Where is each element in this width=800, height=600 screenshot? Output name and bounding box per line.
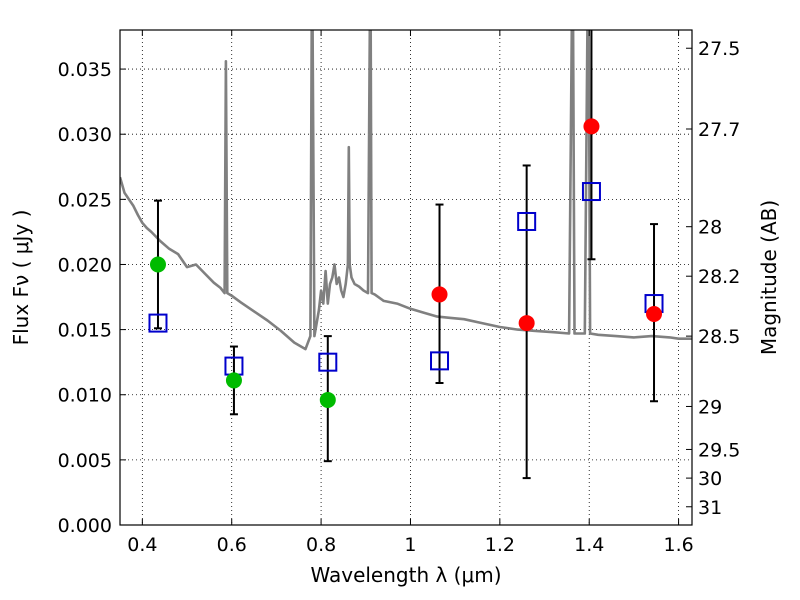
right-tick-label: 27.7 [698,119,740,141]
y-tick-label: 0.025 [58,189,112,211]
right-tick-label: 28.2 [698,266,740,288]
model-spectrum-line [120,30,692,351]
observed-flux-point [431,286,448,303]
right-tick-label: 28.5 [698,326,740,348]
x-tick-label: 1.2 [485,534,515,556]
model-photometry-square [517,211,537,231]
right-tick-label: 30 [698,468,722,490]
y-tick-label: 0.005 [58,450,112,472]
right-tick-label: 29.5 [698,439,740,461]
x-tick-label: 0.4 [127,534,157,556]
right-tick-label: 29 [698,396,722,418]
right-tick-label: 31 [698,497,722,519]
observed-flux-point [319,391,336,408]
y-axis-label: Flux Fν ( μJy ) [9,210,33,346]
x-tick-label: 1.4 [574,534,604,556]
y-tick-label: 0.020 [58,254,112,276]
observed-flux-point [518,315,535,332]
observed-flux-point [583,118,600,135]
x-tick-label: 1.6 [663,534,693,556]
model-photometry-square [430,351,450,371]
observed-flux-point [646,305,663,322]
y-tick-label: 0.010 [58,385,112,407]
observed-flux-point [225,372,242,389]
plot-frame [119,29,693,526]
model-photometry-square [148,313,168,333]
ticks: 0.4 0.6 0.8 1 1.2 1.4 1.6 0.000 0.005 0.010 0.015 0… [58,30,740,556]
model-photometry-square [581,182,601,202]
y-tick-label: 0.035 [58,59,112,81]
x-tick-label: 0.6 [217,534,247,556]
y-tick-label: 0.000 [58,515,112,537]
x-tick-label: 0.8 [306,534,336,556]
right-axis-label: Magnitude (AB) [757,200,781,355]
right-tick-label: 27.5 [698,38,740,60]
y-tick-label: 0.030 [58,124,112,146]
right-tick-label: 28 [698,217,722,239]
observed-flux-point [149,256,166,273]
x-axis-label: Wavelength λ (μm) [310,563,501,587]
plot-area [120,30,692,480]
model-photometry-square [318,352,338,372]
y-tick-label: 0.015 [58,320,112,342]
grid [120,30,692,526]
x-tick-label: 1 [404,534,416,556]
